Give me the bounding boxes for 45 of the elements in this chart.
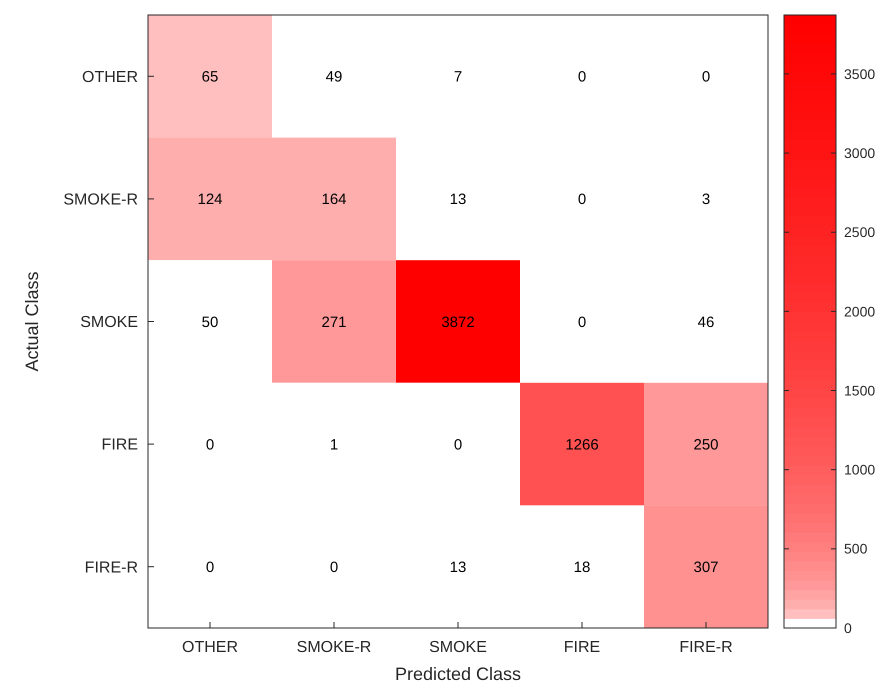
data-label: 18 xyxy=(574,558,590,576)
color-bar-label: 3500 xyxy=(844,66,876,82)
data-label: 0 xyxy=(702,68,710,86)
data-label: 250 xyxy=(693,436,719,454)
data-label: 1266 xyxy=(565,436,599,454)
color-bar-label: 3000 xyxy=(844,144,876,161)
color-bar-label: 0 xyxy=(844,620,852,636)
y-tick-label: FIRE xyxy=(102,436,138,454)
data-label: 307 xyxy=(693,558,719,576)
data-label: 0 xyxy=(578,314,586,331)
x-tick-label: SMOKE-R xyxy=(296,639,372,656)
data-label: 1 xyxy=(330,436,338,454)
data-label: 0 xyxy=(206,558,214,576)
data-label: 3872 xyxy=(441,314,475,331)
data-label: 164 xyxy=(321,191,347,208)
y-tick-label: FIRE-R xyxy=(84,559,138,576)
data-label: 0 xyxy=(578,191,586,208)
data-label: 271 xyxy=(321,314,347,331)
data-label: 7 xyxy=(454,68,462,86)
data-label: 0 xyxy=(578,68,586,86)
data-label: 65 xyxy=(202,68,218,86)
y-tick-label: OTHER xyxy=(82,68,138,86)
color-bar-label: 1500 xyxy=(844,382,876,398)
data-label: 46 xyxy=(698,314,714,331)
data-label: 50 xyxy=(202,314,218,331)
data-label: 0 xyxy=(206,436,214,454)
color-bar-label: 2000 xyxy=(844,303,876,320)
data-label: 0 xyxy=(330,558,338,576)
y-tick-label: SMOKE-R xyxy=(63,192,138,208)
color-bar-label: 500 xyxy=(844,540,868,557)
data-label: 13 xyxy=(450,558,466,576)
data-label: 13 xyxy=(450,191,466,208)
x-tick-label: OTHER xyxy=(182,639,238,656)
y-tick-label: SMOKE xyxy=(80,314,138,332)
data-label: 3 xyxy=(702,191,710,208)
data-label: 124 xyxy=(197,191,223,208)
color-bar-label: 2500 xyxy=(844,224,876,240)
data-label: 49 xyxy=(326,68,342,86)
color-bar-label: 1000 xyxy=(844,462,876,478)
x-tick-label: FIRE xyxy=(564,639,600,656)
x-tick-label: SMOKE xyxy=(429,639,487,656)
data-label: 0 xyxy=(454,436,462,454)
y-axis-title: Actual Class xyxy=(22,271,42,372)
x-axis-title: Predicted Class xyxy=(394,664,522,684)
x-tick-label: FIRE-R xyxy=(679,639,733,656)
